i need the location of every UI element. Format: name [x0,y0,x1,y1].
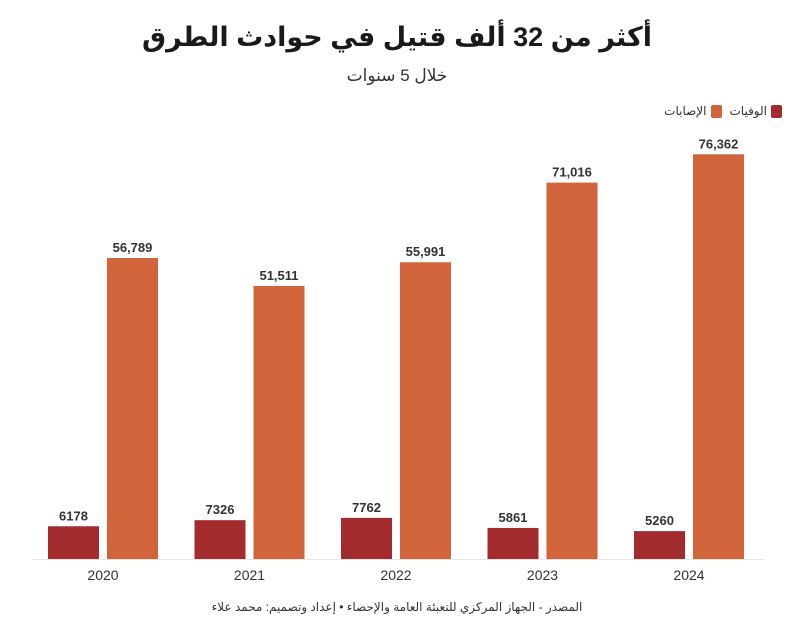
x-tick-label-2022: 2022 [380,567,411,583]
data-label-injuries-2023: 71,016 [552,165,592,180]
data-label-deaths-2021: 7326 [206,502,235,517]
legend-label-injuries: الإصابات [664,104,707,118]
x-tick-label-2024: 2024 [673,567,704,583]
bar-deaths-2022 [341,517,392,559]
data-label-deaths-2024: 5260 [645,513,674,528]
bar-injuries-2023 [546,182,598,559]
data-label-deaths-2020: 6178 [59,508,88,523]
data-label-deaths-2023: 5861 [499,510,528,525]
bar-deaths-2023 [487,527,539,559]
legend-swatch-injuries [710,104,722,118]
bar-injuries-2020 [107,258,158,559]
legend-swatch-deaths [771,104,782,118]
data-label-injuries-2020: 56,789 [113,240,153,255]
x-tick-label-2021: 2021 [234,567,265,583]
bar-deaths-2024 [634,531,685,559]
bar-deaths-2021 [194,520,246,559]
legend: الوفيات الإصابات [664,104,782,118]
data-label-injuries-2024: 76,362 [699,136,739,151]
chart-title: أكثر من 32 ألف قتيل في حوادث الطرق [142,22,652,52]
data-label-deaths-2022: 7762 [352,500,381,515]
x-tick-label-2020: 2020 [87,567,118,583]
x-tick-label-2023: 2023 [527,567,558,583]
bar-injuries-2024 [693,154,744,559]
data-label-injuries-2021: 51,511 [259,268,298,283]
legend-item-deaths: الوفيات [729,104,782,118]
bar-injuries-2022 [400,262,451,559]
bar-deaths-2020 [48,526,99,559]
chart-subtitle: خلال 5 سنوات [346,66,448,85]
legend-label-deaths: الوفيات [729,104,768,118]
source-note: المصدر - الجهاز المركزي للتعبئة العامة و… [211,600,583,614]
legend-item-injuries: الإصابات [664,104,722,118]
data-label-injuries-2022: 55,991 [406,244,446,259]
bar-injuries-2021 [253,285,305,559]
